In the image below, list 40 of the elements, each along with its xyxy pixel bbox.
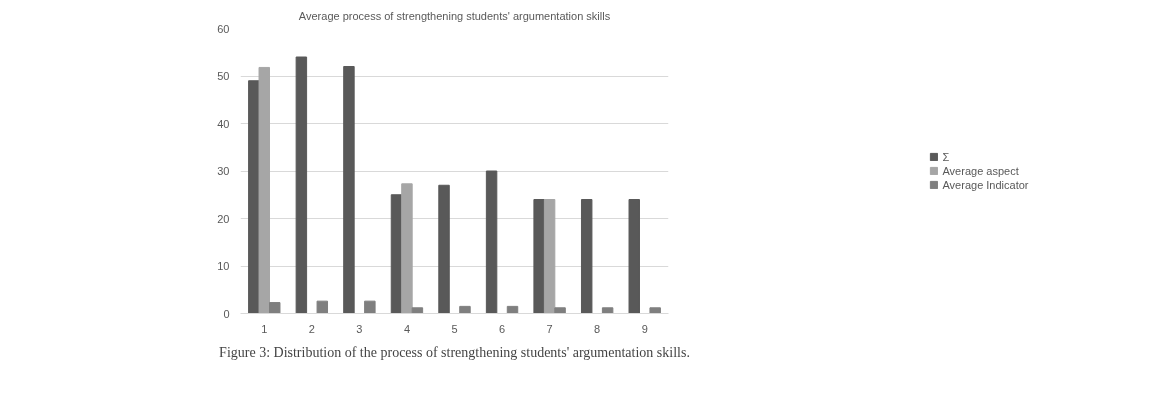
x-tick-label: 8 [594,322,601,335]
bar [533,199,545,314]
x-tick-label: 2 [308,322,315,335]
x-tick-label: 4 [403,322,411,335]
bar [401,183,413,314]
y-tick-label: 50 [217,70,230,82]
bar [580,199,593,314]
y-tick-label: 10 [217,260,230,272]
y-tick-label: 0 [223,307,230,320]
x-tick-label: 9 [641,322,648,335]
x-tick-label: 5 [451,322,458,335]
bar [364,300,376,314]
bar [411,307,424,314]
x-tick-label: 1 [261,322,268,335]
bar [258,66,271,314]
bar [543,199,556,314]
bar [628,199,640,314]
bar [649,307,661,314]
legend-label: Average Indicator [942,178,1029,191]
bar [295,56,308,314]
bar [601,307,614,314]
bar [506,305,519,314]
y-tick-label: 60 [217,22,230,35]
caption: Figure 3: Distribution of the process of strengthening students' argumentation skills. [219,344,690,360]
y-tick-label: 30 [217,165,230,177]
y-tick-label: 40 [217,117,230,130]
x-tick-label: 7 [546,322,553,335]
bar [459,305,471,314]
bar [269,302,281,314]
legend-label: Average aspect [942,164,1019,177]
x-tick-label: 3 [356,322,363,335]
legend-label: Σ [942,150,951,163]
bar [554,307,566,314]
bar [485,170,498,314]
y-tick-label: 20 [217,212,230,225]
bar [343,66,355,314]
bar [316,300,329,314]
bar [438,184,450,314]
x-tick-label: 6 [499,322,506,335]
chart-title: Average process of strengthening students' argumentation skills [298,9,611,22]
